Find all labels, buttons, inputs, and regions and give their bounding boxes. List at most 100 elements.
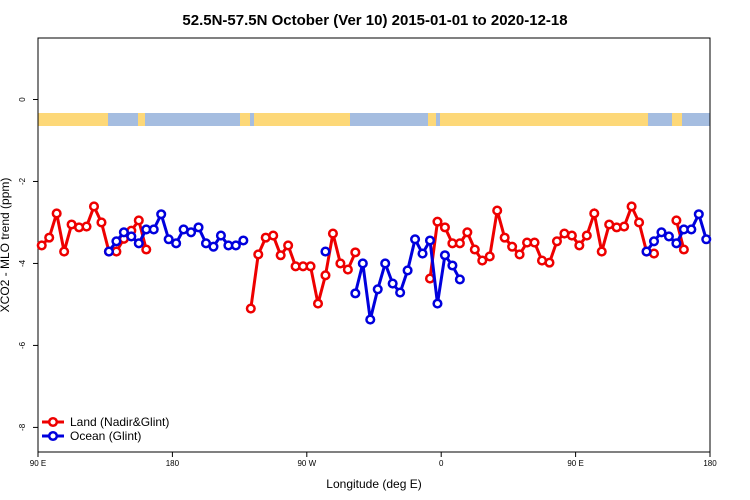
data-point <box>380 258 391 269</box>
ocean-band <box>648 113 672 126</box>
data-point <box>424 273 436 284</box>
data-point <box>663 231 674 242</box>
data-point <box>171 238 182 249</box>
data-point <box>163 234 174 245</box>
y-tick-label: 0 <box>18 97 27 102</box>
data-point <box>432 216 443 227</box>
data-point <box>544 257 555 268</box>
x-tick-label: 0 <box>439 459 444 468</box>
data-point <box>701 234 712 245</box>
ocean-band <box>108 113 138 126</box>
data-point <box>581 230 592 241</box>
legend-marker <box>47 416 59 428</box>
data-point <box>133 215 144 226</box>
data-point <box>574 240 585 251</box>
ocean-band <box>682 113 710 126</box>
data-point <box>589 208 600 219</box>
data-point <box>619 221 630 232</box>
data-point <box>678 244 689 255</box>
data-point <box>305 261 316 272</box>
data-point <box>447 260 458 271</box>
data-point <box>44 232 55 243</box>
x-tick-label: 90 E <box>567 459 583 468</box>
ocean-band <box>250 113 254 126</box>
data-point <box>514 249 525 260</box>
data-point <box>454 274 465 285</box>
data-point <box>320 246 331 257</box>
legend: Land (Nadir&Glint)Ocean (Glint) <box>42 415 169 443</box>
data-point <box>387 278 398 289</box>
data-point <box>648 236 660 247</box>
data-point <box>424 235 436 246</box>
data-point <box>410 234 421 245</box>
x-axis-label: Longitude (deg E) <box>326 477 421 491</box>
data-point <box>566 230 577 241</box>
data-point <box>312 298 324 309</box>
data-point <box>268 230 279 241</box>
data-point <box>499 232 510 243</box>
y-tick-label: -4 <box>18 259 27 267</box>
ocean-band <box>350 113 428 126</box>
data-point <box>477 255 488 266</box>
data-point <box>283 240 294 251</box>
data-point <box>596 246 607 257</box>
legend-label: Land (Nadir&Glint) <box>70 415 169 429</box>
data-point <box>111 236 122 247</box>
data-point <box>634 217 645 228</box>
data-point <box>103 246 114 257</box>
data-point <box>141 244 152 255</box>
data-point <box>126 231 137 242</box>
data-point <box>439 250 450 261</box>
data-point <box>454 238 465 249</box>
x-tick-label: 180 <box>166 459 180 468</box>
data-point <box>327 228 338 239</box>
x-tick-label: 90 E <box>30 459 46 468</box>
data-point <box>230 240 241 251</box>
data-point <box>469 244 480 255</box>
data-point <box>641 246 652 257</box>
data-point <box>59 246 70 257</box>
data-point <box>357 258 368 269</box>
data-point <box>156 209 167 220</box>
data-point <box>193 222 204 233</box>
y-tick-label: -6 <box>18 341 27 349</box>
data-point <box>148 224 159 235</box>
data-point <box>275 250 286 261</box>
data-point <box>320 270 331 281</box>
y-tick-label: -2 <box>18 177 27 185</box>
data-point <box>88 201 100 212</box>
x-tick-label: 180 <box>703 459 717 468</box>
data-point <box>335 258 346 269</box>
data-point <box>186 227 197 238</box>
data-point <box>484 251 495 262</box>
x-tick-label: 90 W <box>297 459 316 468</box>
data-point <box>439 222 450 233</box>
data-point <box>507 241 518 252</box>
data-point <box>551 236 562 247</box>
data-point <box>671 238 682 249</box>
y-tick-label: -8 <box>18 423 27 431</box>
data-point <box>462 227 473 238</box>
map-strip <box>38 113 710 126</box>
data-point <box>671 215 682 226</box>
data-point <box>365 314 376 325</box>
data-point <box>245 303 256 314</box>
data-point <box>81 221 92 232</box>
data-point <box>372 284 383 295</box>
data-point <box>686 224 697 235</box>
data-point <box>238 235 249 246</box>
ocean-band <box>436 113 440 126</box>
ocean-band <box>145 113 240 126</box>
data-point <box>350 247 361 258</box>
data-point <box>118 227 129 238</box>
data-point <box>342 264 353 275</box>
data-point <box>350 288 361 299</box>
data-point <box>395 287 406 298</box>
data-point <box>529 237 540 248</box>
data-point <box>656 227 667 238</box>
data-point <box>626 201 637 212</box>
data-point <box>51 208 62 219</box>
data-point <box>36 240 47 251</box>
